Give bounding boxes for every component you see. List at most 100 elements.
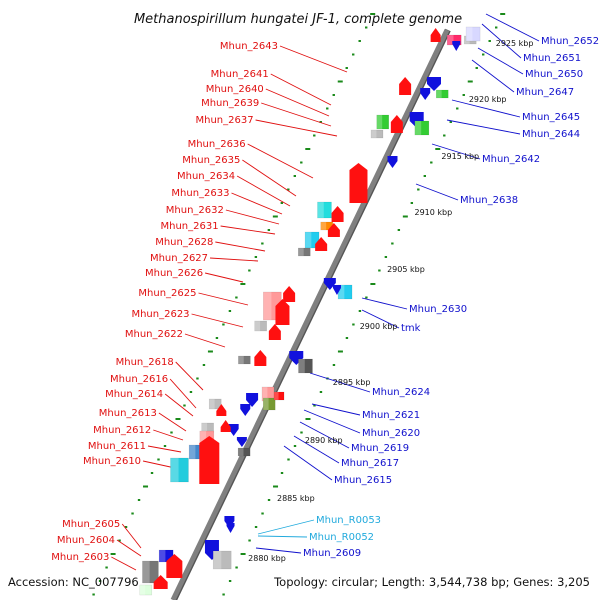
gene-feature bbox=[142, 560, 159, 584]
gene-label: Mhun_2630 bbox=[409, 304, 467, 315]
gene-feature bbox=[220, 420, 231, 432]
gene-label: Mhun_2637 bbox=[195, 115, 253, 126]
leader-line bbox=[451, 99, 521, 118]
leader-line bbox=[116, 539, 142, 557]
gene-feature bbox=[273, 391, 285, 401]
leader-line bbox=[485, 13, 540, 42]
leader-line bbox=[175, 361, 204, 391]
gene-box-shade bbox=[298, 359, 305, 373]
leader-line bbox=[220, 225, 276, 235]
gene-box-shade bbox=[274, 392, 279, 400]
kbp-marker-label: 2900 kbp bbox=[360, 322, 398, 331]
gene-feature bbox=[323, 278, 336, 290]
gene-arrow-forward bbox=[390, 115, 403, 133]
gene-box-shade bbox=[436, 90, 442, 98]
gene-arrow-forward bbox=[275, 299, 290, 325]
gene-arrow-reverse bbox=[387, 156, 398, 168]
gene-label: Mhun_2643 bbox=[220, 41, 278, 52]
gene-box-shade bbox=[170, 458, 179, 482]
leader-line bbox=[481, 23, 522, 59]
gene-arrow-reverse bbox=[228, 424, 239, 436]
leader-line bbox=[309, 372, 371, 393]
gene-arrow-forward bbox=[430, 28, 441, 42]
gene-label: Mhun_2621 bbox=[362, 410, 420, 421]
gene-arrow-forward bbox=[331, 206, 344, 222]
gene-label: Mhun_2650 bbox=[525, 69, 583, 80]
gene-feature bbox=[465, 26, 481, 42]
gene-feature bbox=[262, 397, 276, 411]
leader-line bbox=[477, 47, 524, 75]
gene-feature bbox=[240, 404, 251, 416]
gene-label: Mhun_2633 bbox=[171, 188, 229, 199]
gene-label: Mhun_2611 bbox=[88, 441, 146, 452]
gene-box bbox=[170, 457, 189, 483]
gene-feature bbox=[399, 77, 412, 95]
gene-label: Mhun_2640 bbox=[206, 84, 264, 95]
gene-feature bbox=[212, 550, 232, 570]
gene-feature bbox=[238, 355, 251, 365]
kbp-marker-label: 2915 kbp bbox=[441, 152, 479, 161]
gene-feature bbox=[452, 41, 461, 51]
label-leader-lines bbox=[111, 13, 540, 571]
gene-label: Mhun_R0053 bbox=[316, 515, 381, 526]
gene-label: Mhun_2619 bbox=[351, 443, 409, 454]
gene-label: Mhun_2623 bbox=[131, 309, 189, 320]
gene-arrow-forward bbox=[327, 223, 340, 237]
gene-box bbox=[298, 247, 311, 257]
gene-feature bbox=[139, 584, 153, 596]
gene-label: Mhun_2639 bbox=[201, 98, 259, 109]
gene-feature bbox=[414, 120, 430, 136]
leader-line bbox=[303, 409, 361, 434]
gene-box bbox=[208, 398, 222, 410]
leader-line bbox=[261, 102, 332, 127]
leader-line bbox=[255, 119, 338, 137]
gene-feature bbox=[268, 324, 281, 340]
gene-box-shade bbox=[263, 292, 272, 320]
kbp-marker-label: 2925 kbp bbox=[496, 39, 534, 48]
gene-feature bbox=[208, 398, 222, 410]
topology-text: Topology: circular; Length: 3,544,738 bp… bbox=[273, 575, 590, 589]
gene-label: Mhun_2644 bbox=[522, 129, 580, 140]
gene-feature bbox=[170, 457, 189, 483]
gene-box-shade bbox=[320, 222, 327, 230]
gene-feature bbox=[236, 437, 247, 447]
kbp-marker-label: 2910 kbp bbox=[415, 208, 453, 217]
gene-feature bbox=[387, 156, 398, 168]
gene-box bbox=[139, 584, 153, 596]
gene-feature bbox=[298, 358, 313, 374]
gene-arrow-reverse bbox=[332, 285, 341, 295]
gene-label: Mhun_2613 bbox=[99, 408, 157, 419]
gene-arrow-reverse bbox=[323, 278, 336, 290]
gene-box-shade bbox=[189, 445, 196, 459]
gene-box bbox=[142, 560, 159, 584]
leader-line bbox=[153, 429, 184, 441]
leader-line bbox=[431, 143, 481, 160]
gene-box-shade bbox=[263, 398, 269, 410]
gene-box-shade bbox=[199, 431, 207, 445]
gene-box-shade bbox=[238, 356, 244, 364]
leader-line bbox=[236, 175, 291, 207]
gene-box-shade bbox=[238, 448, 244, 456]
gene-feature bbox=[254, 350, 267, 366]
gene-label: Mhun_2612 bbox=[93, 425, 151, 436]
leader-line bbox=[142, 460, 176, 469]
gene-arrow-forward bbox=[220, 420, 231, 432]
gene-arrow-forward bbox=[153, 575, 168, 589]
leader-line bbox=[270, 73, 332, 106]
leader-line bbox=[471, 59, 515, 93]
gene-arrow-reverse bbox=[452, 41, 461, 51]
gene-arrow-forward bbox=[399, 77, 412, 95]
leader-line bbox=[361, 297, 408, 310]
gene-feature bbox=[166, 554, 183, 578]
gene-label: Mhun_2622 bbox=[125, 329, 183, 340]
gene-feature bbox=[315, 237, 328, 251]
gene-box bbox=[273, 391, 285, 401]
leader-line bbox=[242, 159, 297, 197]
gene-box bbox=[317, 201, 332, 219]
gene-box bbox=[435, 89, 449, 99]
gene-label: Mhun_2615 bbox=[334, 475, 392, 486]
gene-box-shade bbox=[262, 387, 268, 401]
kbp-marker-label: 2895 kbp bbox=[333, 378, 371, 387]
gene-feature bbox=[237, 447, 251, 457]
